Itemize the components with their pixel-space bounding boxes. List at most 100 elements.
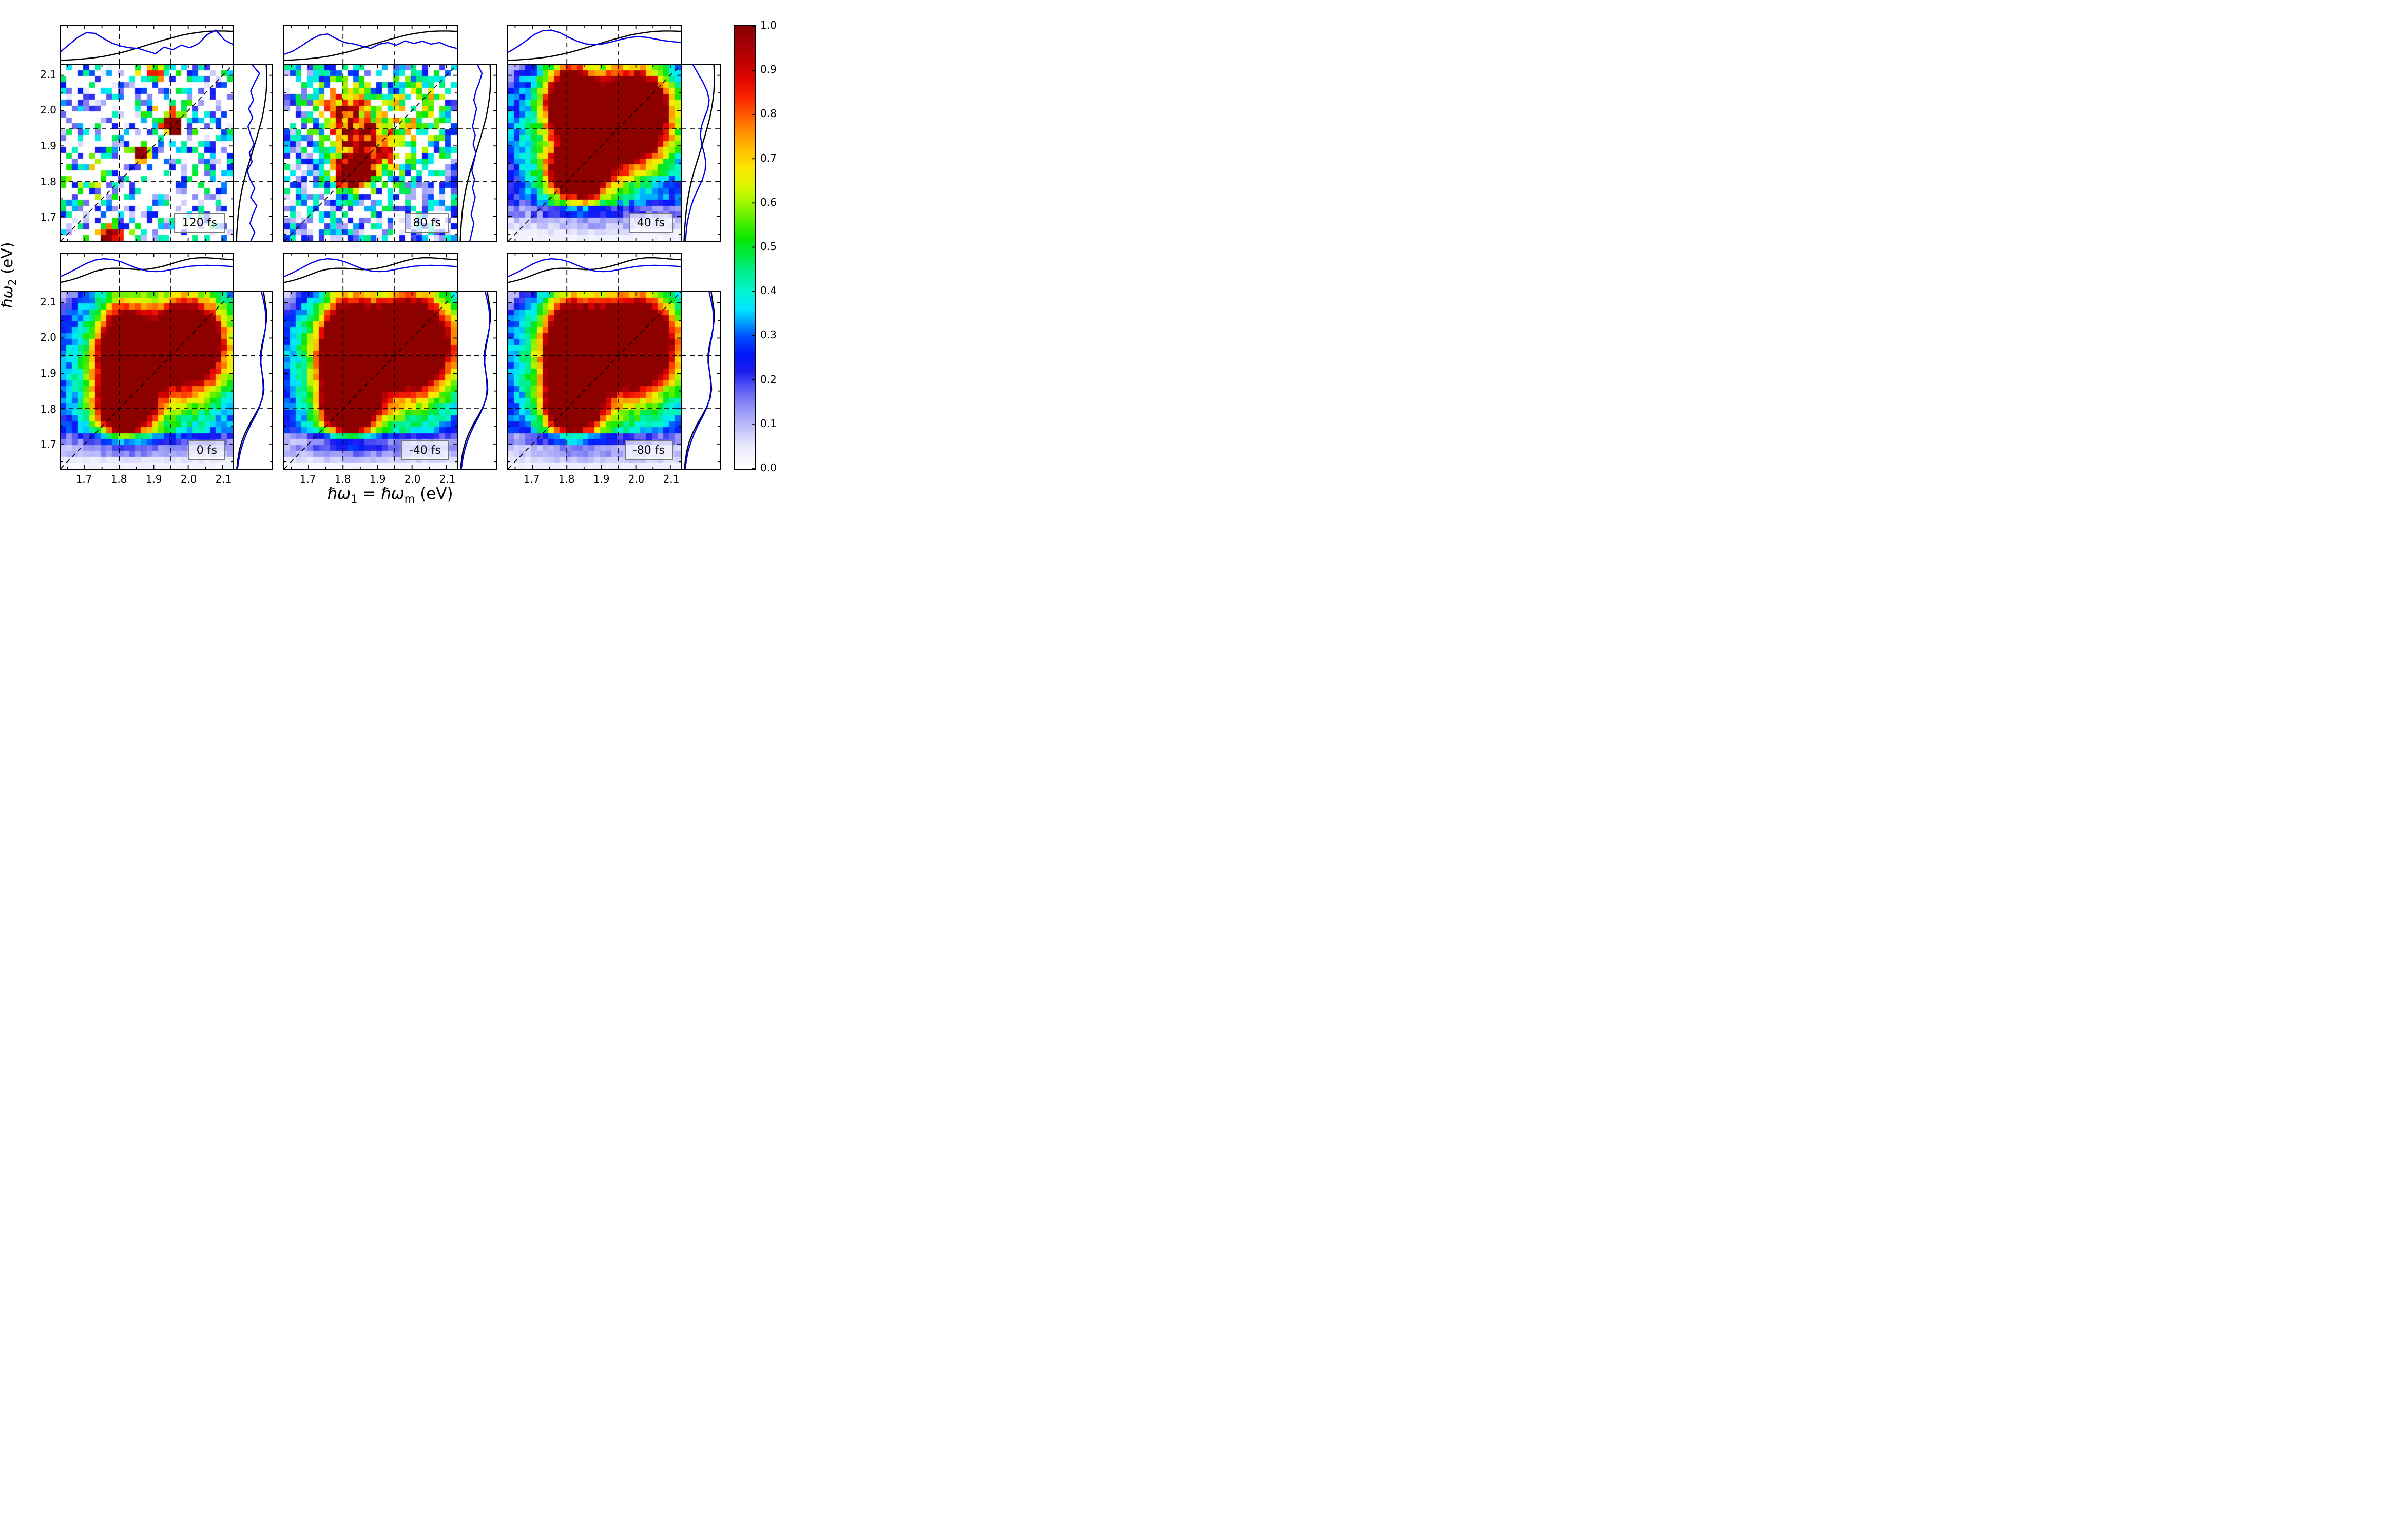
x-tick-label: 1.8	[110, 473, 127, 485]
x-tick-label: 2.1	[439, 473, 456, 485]
plot-overlay	[60, 292, 234, 469]
right-marginal-curves	[682, 292, 720, 469]
axis-label-subscript: 1	[351, 492, 358, 506]
time-label: 40 fs	[637, 216, 665, 229]
top-marginal-plot	[507, 253, 682, 291]
time-label: 120 fs	[182, 216, 217, 229]
x-axis-label: ℏω1 = ℏωm (eV)	[60, 485, 721, 505]
y-tick-label: 1.8	[40, 402, 56, 415]
top-marginal-plot	[283, 25, 458, 64]
plot-overlay	[60, 64, 234, 242]
colorbar-tick-label: 0.1	[760, 417, 777, 430]
top-marginal-curves	[60, 254, 234, 291]
colorbar	[734, 25, 756, 470]
colorbar-tick-label: 0.6	[760, 196, 777, 208]
right-marginal-curves	[682, 64, 720, 242]
marginal-black-curve	[284, 30, 457, 61]
x-tick-label: 1.8	[558, 473, 575, 485]
axis-label-part: =	[357, 485, 381, 503]
time-label-box: 80 fs	[405, 213, 449, 233]
y-tick-label: 1.9	[40, 140, 56, 152]
axis-label-subscript: 2	[6, 279, 18, 286]
marginal-blue-curve	[685, 64, 710, 242]
x-tick-label: 1.7	[523, 473, 540, 485]
marginal-black-curve	[460, 292, 491, 469]
top-marginal-plot	[60, 25, 234, 64]
marginal-blue-curve	[508, 258, 681, 277]
figure-2d-spectra: ℏω2 (eV) ℏω1 = ℏωm (eV) 120 fs 80 fs	[0, 0, 796, 513]
colorbar-tick-label: 0.5	[760, 240, 777, 253]
right-marginal-curves	[458, 292, 496, 469]
marginal-blue-curve	[684, 292, 715, 469]
x-tick-label: 2.0	[628, 473, 645, 485]
heatmap: -80 fs	[507, 291, 682, 470]
x-tick-label: 1.9	[145, 473, 162, 485]
top-marginal-curves	[508, 26, 681, 64]
diagonal-line	[508, 292, 681, 469]
y-tick-label: 2.0	[40, 331, 56, 344]
plot-overlay	[508, 292, 681, 469]
colorbar-tick-label: 0.3	[760, 329, 777, 341]
time-label: -80 fs	[632, 444, 665, 457]
marginal-black-curve	[684, 292, 715, 469]
top-marginal-plot	[60, 253, 234, 291]
y-axis-label: ℏω2 (eV)	[0, 188, 20, 362]
time-label: -40 fs	[409, 444, 441, 457]
y-tick-label: 2.0	[40, 104, 56, 117]
axis-label-part: (eV)	[415, 485, 453, 503]
axis-label-part: ℏω	[327, 485, 351, 503]
diagonal-line	[60, 64, 234, 242]
time-label-box: 40 fs	[628, 213, 673, 233]
colorbar-tick-label: 0.2	[760, 373, 777, 386]
x-tick-label: 1.9	[593, 473, 610, 485]
heatmap: -40 fs	[283, 291, 458, 470]
marginal-blue-curve	[460, 292, 491, 469]
colorbar-ticks	[752, 26, 755, 469]
y-tick-label: 2.1	[40, 295, 56, 308]
x-tick-label: 2.1	[663, 473, 680, 485]
diagonal-line	[284, 292, 457, 469]
diagonal-line	[284, 64, 457, 242]
heatmap: 120 fs	[60, 64, 234, 242]
plot-overlay	[284, 292, 457, 469]
y-tick-label: 1.8	[40, 175, 56, 188]
top-marginal-curves	[284, 26, 457, 64]
marginal-blue-curve	[284, 33, 457, 55]
x-tick-label: 2.1	[215, 473, 232, 485]
marginal-blue-curve	[237, 292, 267, 469]
marginal-black-curve	[236, 64, 267, 242]
top-marginal-plot	[283, 253, 458, 291]
axis-label-part: ℏω	[381, 485, 405, 503]
x-tick-label: 1.8	[334, 473, 351, 485]
y-tick-label: 2.1	[40, 68, 56, 81]
right-marginal-curves	[234, 292, 272, 469]
x-tick-label: 1.7	[75, 473, 92, 485]
diagonal-line	[60, 292, 234, 469]
marginal-black-curve	[60, 30, 234, 61]
axis-label-part: ℏω	[0, 285, 16, 309]
right-marginal-curves	[458, 64, 496, 242]
time-label-box: -80 fs	[624, 440, 673, 460]
colorbar-tick-label: 0.7	[760, 151, 777, 164]
marginal-blue-curve	[60, 258, 234, 277]
top-marginal-curves	[60, 26, 234, 64]
marginal-blue-curve	[60, 29, 234, 54]
marginal-black-curve	[508, 257, 681, 283]
axis-label-subscript: m	[404, 492, 415, 506]
marginal-black-curve	[683, 64, 715, 242]
right-marginal-plot	[458, 64, 497, 242]
x-tick-label: 1.9	[369, 473, 386, 485]
right-marginal-plot	[234, 291, 273, 470]
colorbar-tick-label: 1.0	[760, 19, 777, 31]
heatmap: 40 fs	[507, 64, 682, 242]
marginal-black-curve	[236, 292, 267, 469]
plot-overlay	[508, 64, 681, 242]
top-marginal-plot	[507, 25, 682, 64]
time-label-box: 120 fs	[174, 213, 225, 233]
marginal-blue-curve	[508, 29, 681, 53]
marginal-black-curve	[60, 257, 234, 283]
colorbar-tick-label: 0.4	[760, 284, 777, 297]
x-tick-label: 2.0	[404, 473, 421, 485]
colorbar-tick-label: 0.0	[760, 461, 777, 474]
right-marginal-plot	[682, 64, 721, 242]
